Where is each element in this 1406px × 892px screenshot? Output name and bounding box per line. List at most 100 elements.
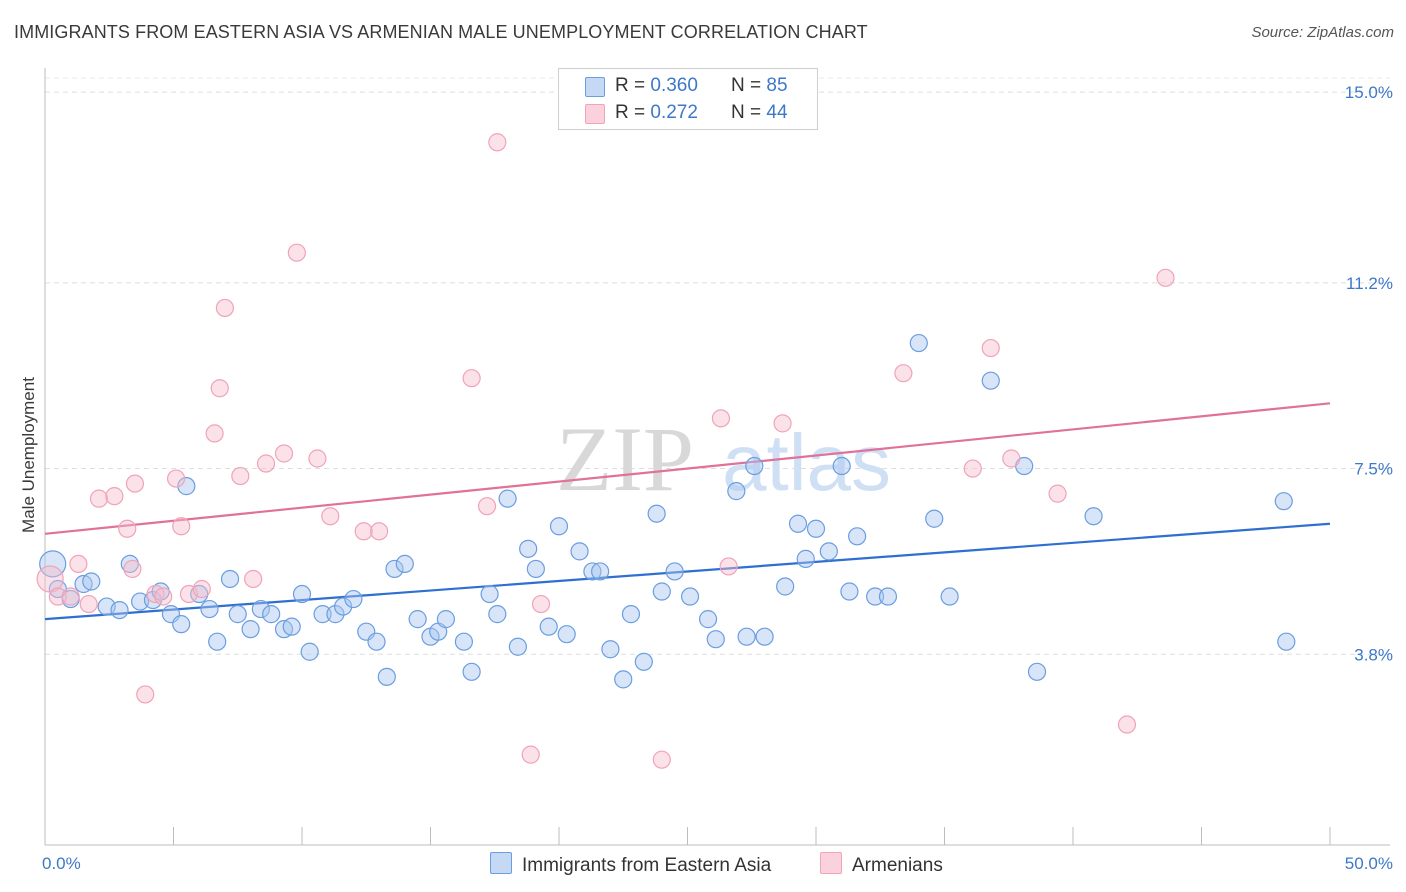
data-point	[200, 599, 219, 619]
data-point	[647, 504, 666, 523]
data-point	[519, 539, 538, 558]
data-point	[190, 584, 209, 604]
chart-title: IMMIGRANTS FROM EASTERN ASIA VS ARMENIAN…	[14, 22, 868, 42]
data-point	[652, 582, 671, 601]
data-point	[480, 584, 499, 604]
data-point	[89, 489, 109, 508]
data-point	[118, 519, 137, 538]
data-point	[583, 562, 602, 581]
data-point	[215, 298, 234, 318]
legend-r-value: 0.272	[650, 102, 698, 123]
data-point	[706, 630, 725, 649]
data-point	[462, 369, 481, 388]
data-point	[241, 620, 260, 639]
data-point	[354, 522, 373, 541]
data-point	[228, 605, 247, 624]
data-point	[370, 522, 389, 541]
y-tick-label: 7.5%	[1354, 460, 1393, 479]
data-point	[308, 449, 327, 468]
trend-line	[44, 522, 1331, 621]
data-point	[210, 379, 229, 398]
data-point	[454, 632, 474, 651]
y-tick-label: 3.8%	[1354, 645, 1393, 664]
data-point	[192, 579, 211, 599]
legend-swatch-armenians	[585, 104, 605, 124]
data-point	[125, 474, 145, 493]
data-point	[634, 652, 653, 671]
data-point	[172, 517, 191, 536]
data-point	[151, 582, 170, 601]
data-point	[591, 562, 610, 581]
data-point	[1048, 484, 1067, 503]
data-point	[292, 584, 312, 604]
data-point	[282, 617, 301, 636]
data-point	[172, 615, 191, 634]
bottom-legend-label: Immigrants from Eastern Asia	[522, 855, 772, 876]
trend-line	[44, 402, 1331, 535]
data-point	[1117, 715, 1137, 734]
data-point	[256, 454, 276, 473]
data-point	[82, 572, 101, 591]
data-point	[377, 667, 396, 686]
trend-lines	[44, 402, 1331, 621]
data-point	[866, 587, 885, 606]
data-point	[531, 594, 551, 614]
data-point	[244, 569, 263, 589]
data-point	[251, 599, 270, 619]
legend-r-value: 0.360	[650, 75, 698, 96]
data-point	[262, 605, 281, 624]
data-point	[539, 617, 558, 636]
data-point	[61, 587, 80, 606]
data-point	[313, 605, 332, 624]
data-point	[755, 627, 774, 646]
data-point	[570, 542, 589, 561]
data-point	[477, 497, 497, 516]
data-point	[462, 662, 481, 681]
data-point	[274, 444, 294, 463]
data-point	[698, 610, 718, 629]
bottom-legend-armenians: Armenians	[820, 852, 943, 877]
data-point	[1027, 662, 1047, 681]
data-point	[909, 333, 928, 353]
data-point	[136, 685, 155, 704]
y-axis-label: Male Unemployment	[19, 377, 38, 533]
data-point	[776, 577, 795, 596]
data-point	[621, 605, 641, 624]
data-point	[123, 559, 142, 579]
data-point	[981, 371, 1000, 390]
x-tick-label: 50.0%	[1345, 854, 1393, 873]
bottom-legend-swatch	[820, 852, 842, 874]
data-point	[981, 338, 1000, 358]
legend-r-label: R =	[615, 75, 646, 96]
data-point	[925, 509, 944, 528]
data-point	[521, 745, 540, 764]
data-point	[208, 632, 227, 651]
data-point	[963, 459, 982, 478]
x-tick-label: 0.0%	[42, 854, 81, 873]
data-point	[652, 750, 671, 769]
legend-r-label: R =	[615, 102, 646, 123]
data-point	[154, 587, 173, 606]
data-point	[79, 594, 98, 614]
data-point	[385, 559, 404, 579]
data-point	[300, 642, 319, 661]
tick-labels: 3.8% 7.5% 11.2% 15.0% 0.0% 50.0%	[42, 83, 1393, 873]
data-point	[719, 557, 738, 576]
bottom-legend-eastern-asia: Immigrants from Eastern Asia	[490, 852, 771, 877]
data-point	[878, 587, 898, 606]
data-point	[508, 637, 527, 656]
data-point	[940, 587, 959, 606]
legend-swatch-eastern-asia	[585, 77, 605, 97]
data-point	[105, 487, 124, 506]
data-point	[557, 625, 576, 644]
data-point	[326, 605, 345, 624]
y-tick-label: 11.2%	[1346, 274, 1393, 293]
data-point	[1274, 492, 1293, 511]
data-point	[220, 569, 240, 589]
data-point	[166, 469, 186, 488]
data-point	[727, 482, 746, 501]
data-point	[848, 527, 867, 546]
grid-lines	[45, 77, 1390, 655]
data-point	[806, 519, 826, 538]
